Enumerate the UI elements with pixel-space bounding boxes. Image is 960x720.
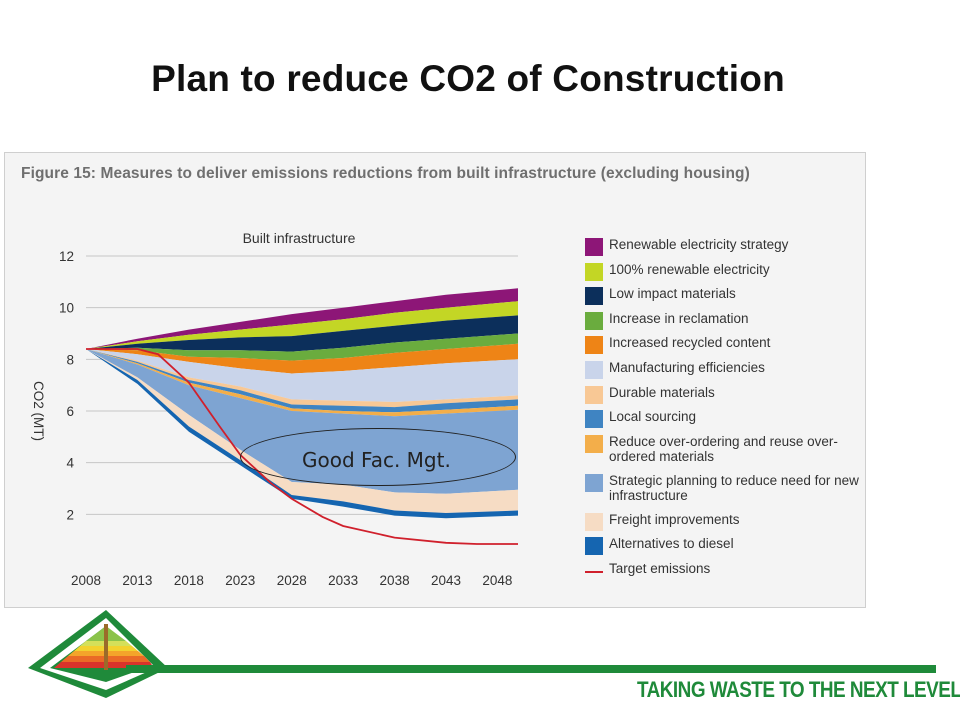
legend-swatch — [585, 473, 603, 492]
y-axis-label: CO2 (MT) — [31, 381, 46, 441]
legend-swatch — [585, 311, 603, 330]
logo-pyramid-icon — [28, 610, 168, 698]
legend-item: Strategic planning to reduce need for ne… — [585, 473, 867, 512]
legend-item: Low impact materials — [585, 286, 867, 311]
legend-label: Manufacturing efficiencies — [609, 359, 765, 375]
area-increased-recycled-content — [86, 343, 518, 374]
legend-item: Renewable electricity strategy — [585, 237, 867, 262]
legend-label: Alternatives to diesel — [609, 536, 734, 552]
target-emissions-line — [86, 348, 518, 545]
area-freight-improvements — [86, 349, 518, 513]
legend-item: Manufacturing efficiencies — [585, 360, 867, 385]
legend-item-target: Target emissions — [585, 561, 867, 586]
footer-bar — [126, 665, 936, 673]
legend-swatch — [585, 287, 603, 306]
area-increase-in-reclamation — [86, 333, 518, 361]
legend-item: 100% renewable electricity — [585, 262, 867, 287]
y-tick-label: 12 — [59, 249, 74, 264]
legend-item: Increase in reclamation — [585, 311, 867, 336]
area-low-impact-materials — [86, 315, 518, 352]
legend-item: Durable materials — [585, 385, 867, 410]
chart-title: Built infrastructure — [243, 230, 356, 246]
tagline: TAKING WASTE TO THE NEXT LEVEL — [637, 677, 960, 702]
legend-swatch — [585, 262, 603, 281]
legend-swatch — [585, 238, 603, 256]
legend-swatch — [585, 537, 603, 556]
legend-line-swatch — [585, 570, 603, 573]
x-tick-label: 2028 — [277, 573, 307, 588]
x-tick-label: 2043 — [431, 573, 461, 588]
y-tick-label: 4 — [66, 456, 74, 471]
chart-legend: Renewable electricity strategy 100% renew… — [585, 237, 867, 586]
legend-item: Reduce over-ordering and reuse over-orde… — [585, 434, 867, 473]
area-durable-materials — [86, 349, 518, 408]
y-tick-label: 10 — [59, 301, 74, 316]
y-tick-label: 2 — [66, 507, 74, 522]
area-renewable-electricity-strategy — [86, 288, 518, 349]
legend-label: 100% renewable electricity — [609, 261, 770, 277]
slide-title: Plan to reduce CO2 of Construction — [151, 58, 785, 99]
legend-label: Renewable electricity strategy — [609, 237, 789, 252]
area-manufacturing-efficiencies — [86, 349, 518, 402]
legend-swatch — [585, 385, 603, 404]
legend-swatch — [585, 410, 603, 429]
legend-swatch — [585, 512, 603, 531]
x-tick-label: 2033 — [328, 573, 358, 588]
legend-item: Alternatives to diesel — [585, 536, 867, 561]
good-fac-mgt-label: Good Fac. Mgt. — [302, 448, 451, 472]
y-tick-label: 8 — [66, 352, 74, 367]
legend-swatch — [585, 360, 603, 379]
x-tick-label: 2038 — [380, 573, 410, 588]
good-fac-mgt-ellipse — [240, 428, 516, 486]
legend-label: Local sourcing — [609, 409, 697, 425]
legend-label: Durable materials — [609, 384, 715, 400]
legend-swatch — [585, 336, 603, 355]
figure-caption: Figure 15: Measures to deliver emissions… — [21, 165, 750, 182]
area-100-renewable-electricity — [86, 301, 518, 349]
x-tick-label: 2013 — [122, 573, 152, 588]
legend-label: Reduce over-ordering and reuse over-orde… — [609, 433, 838, 464]
area-local-sourcing — [86, 349, 518, 413]
legend-item: Increased recycled content — [585, 335, 867, 360]
legend-item: Freight improvements — [585, 512, 867, 537]
legend-swatch — [585, 434, 603, 453]
x-tick-label: 2018 — [174, 573, 204, 588]
legend-label: Low impact materials — [609, 286, 736, 302]
x-tick-label: 2008 — [71, 573, 101, 588]
y-tick-label: 6 — [66, 404, 74, 419]
legend-label: Increased recycled content — [609, 335, 771, 351]
legend-label: Strategic planning to reduce need for ne… — [609, 472, 859, 503]
x-tick-label: 2048 — [482, 573, 512, 588]
legend-label: Freight improvements — [609, 511, 740, 527]
x-tick-label: 2023 — [225, 573, 255, 588]
area-reduce-over-ordering-and-reuse-over-ordered-materials — [86, 349, 518, 417]
legend-label: Increase in reclamation — [609, 310, 749, 326]
legend-item: Local sourcing — [585, 409, 867, 434]
legend-label: Target emissions — [609, 560, 711, 576]
